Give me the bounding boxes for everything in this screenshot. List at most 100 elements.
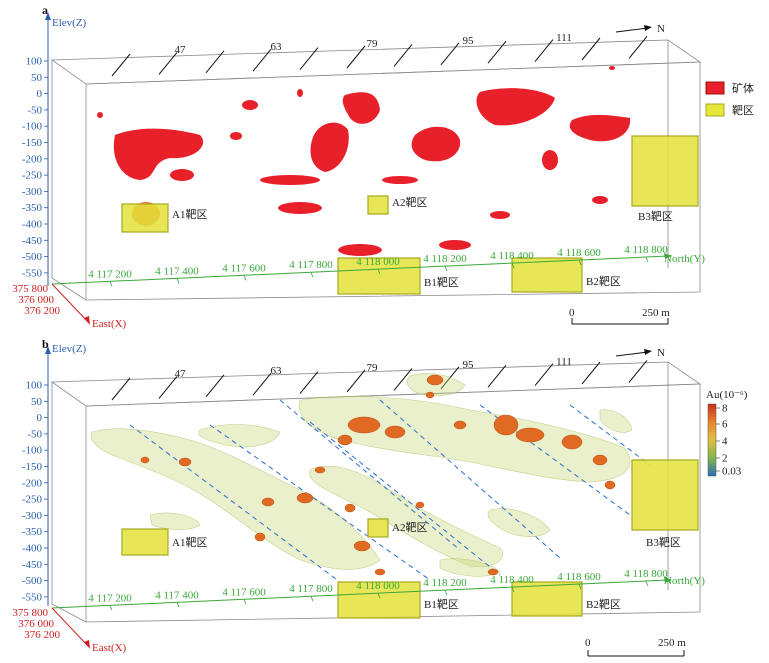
colorbar-tick-label: 0.03: [722, 466, 742, 478]
north-tick: [578, 259, 582, 266]
elev-tick-label: -100: [22, 445, 43, 457]
section-line: [487, 40, 507, 64]
ore-body: [542, 150, 558, 170]
colorbar-ticks: 8 6 4 20.03: [716, 403, 742, 478]
east-axis-arrow: [84, 640, 90, 649]
north-axis-title: North(Y): [664, 575, 705, 587]
east-tick-label: 375 800: [12, 283, 48, 295]
east-axis-line: [51, 607, 89, 647]
north-tick-label: 4 118 800: [624, 244, 668, 256]
east-axis-title: East(X): [92, 318, 127, 330]
section-line: [346, 45, 366, 69]
section-line: [158, 52, 178, 75]
target-label-a1: A1靶区: [172, 208, 207, 221]
north-tick-label: 4 117 600: [222, 586, 266, 598]
section-line: [205, 374, 225, 398]
target-b1: [337, 581, 421, 619]
ore-body: [170, 169, 194, 181]
elev-tick-label: -500: [22, 575, 43, 587]
section-line-label: 47: [175, 44, 187, 56]
elev-axis-title: Elev(Z): [52, 343, 87, 355]
target-a2: [367, 518, 389, 538]
north-tick-label: 4 118 200: [423, 577, 467, 589]
target-b3: [631, 459, 699, 531]
north-tick: [109, 281, 113, 287]
core: [261, 497, 275, 507]
core: [493, 414, 519, 436]
scale-bar-end: 250 m: [642, 307, 670, 319]
target-b2: [511, 257, 583, 293]
north-tick-label: 4 118 600: [557, 247, 601, 259]
north-tick: [444, 589, 448, 596]
colorbar-title: Au(10⁻⁶): [706, 389, 748, 401]
elev-tick-label: -100: [22, 121, 43, 133]
target-label-a2: A2靶区: [392, 521, 427, 534]
section-line: [628, 360, 648, 383]
north-tick-label: 4 118 000: [356, 256, 400, 268]
elev-tick-label: 0: [37, 88, 43, 100]
target-label-b1: B1靶区: [424, 598, 459, 611]
section-line: [205, 50, 225, 74]
section-line: [440, 366, 460, 390]
ore-body: [342, 92, 380, 124]
core: [140, 456, 150, 464]
north-tick: [444, 265, 448, 272]
box-edge: [51, 277, 87, 301]
east-tick-label: 376 000: [18, 618, 54, 630]
ore-body: [310, 122, 349, 172]
section-line-label: 95: [463, 35, 475, 47]
envelope: [487, 508, 551, 537]
north-tick: [645, 580, 649, 587]
north-tick-label: 4 117 800: [289, 259, 333, 271]
box-front: [85, 383, 701, 623]
ore-body: [260, 175, 320, 185]
panel-a: a Elev(Z) 100 50 0 -50 -100 -150 -200 -250 -300 -…: [12, 3, 754, 330]
elev-tick-label: -550: [22, 591, 43, 603]
elev-tick-label: -150: [22, 137, 43, 149]
ore-body: [592, 196, 608, 204]
colorbar-tick-label: 4: [722, 436, 728, 448]
ore-body: [297, 89, 303, 97]
section-line-label: 95: [463, 359, 475, 371]
north-tick-label: 4 118 200: [423, 253, 467, 265]
ore-body: [609, 66, 615, 70]
east-tick-label: 376 000: [18, 294, 54, 306]
panel-b: b Elev(Z) 100 50 0 -50 -100 -150 -200 -250 -300 -…: [12, 337, 748, 657]
trend-line: [309, 421, 501, 576]
north-tick: [109, 605, 113, 611]
section-line: [393, 44, 413, 67]
colorbar-tick-label: 2: [722, 453, 728, 465]
east-axis-line: [51, 283, 89, 323]
north-tick: [511, 586, 515, 593]
target-a1: [121, 203, 169, 233]
core: [487, 568, 499, 576]
core: [347, 416, 381, 434]
north-ticks: 4 117 200 4 117 400 4 117 600 4 117 800 4 11…: [88, 244, 668, 287]
colorbar-tick-label: 8: [722, 403, 728, 415]
trend-line: [379, 399, 561, 559]
section-line: [158, 376, 178, 399]
elev-tick-label: 0: [37, 412, 43, 424]
elev-tick-label: -300: [22, 186, 43, 198]
section-line: [111, 53, 131, 77]
north-tick-label: 4 117 400: [155, 265, 199, 277]
elev-tick-label: -200: [22, 153, 43, 165]
section-line: [487, 364, 507, 388]
north-axis-arrow: [664, 253, 672, 259]
core: [604, 480, 616, 490]
envelope: [309, 465, 503, 568]
north-tick: [377, 269, 381, 275]
section-line: [534, 39, 554, 62]
elev-ticks: 100 50 0 -50 -100 -150 -200 -250 -300 -350 -400 -45…: [22, 56, 48, 279]
target-b3: [631, 135, 699, 207]
east-tick-label: 376 200: [24, 305, 60, 317]
elev-tick-label: -300: [22, 510, 43, 522]
core: [384, 425, 406, 439]
trend-line: [129, 424, 341, 583]
section-lines: 47 63 79 95 111: [111, 356, 648, 401]
north-tick: [645, 256, 649, 263]
north-tick-label: 4 118 000: [356, 580, 400, 592]
target-label-a2: A2靶区: [392, 196, 427, 209]
